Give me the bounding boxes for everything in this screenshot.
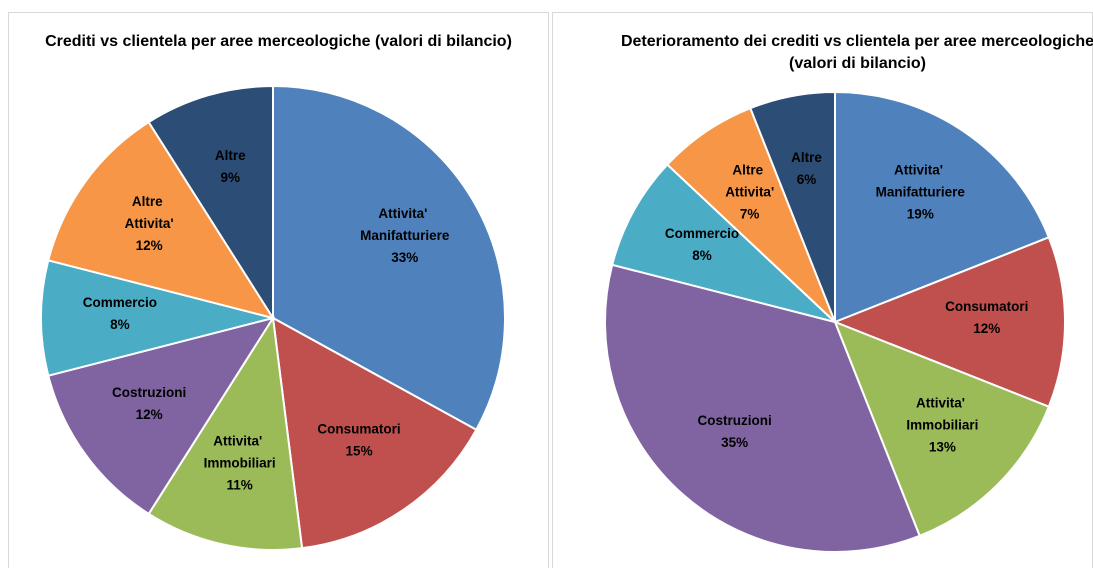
pie-slice <box>271 316 478 550</box>
slice-label: Costruzioni <box>112 385 186 400</box>
slice-label: Consumatori <box>317 422 400 437</box>
slice-value-label: 35% <box>721 435 748 450</box>
slice-label: Altre <box>791 150 822 165</box>
pie-slice <box>833 320 1051 538</box>
slice-value-label: 9% <box>221 170 241 185</box>
pie-slice <box>832 236 1067 408</box>
slice-value-label: 6% <box>797 172 817 187</box>
slice-label-line: Attivita' <box>213 433 266 448</box>
slice-label-line: Manifatturiere <box>876 184 966 199</box>
pie-slice <box>604 263 921 554</box>
slice-value-label: 7% <box>740 206 760 221</box>
pie-slice <box>47 120 276 320</box>
slice-label-line: Attivita' <box>725 184 774 199</box>
slice-label: Attivita' Manifatturiere <box>360 206 450 243</box>
slice-label-line: Attivita' <box>125 216 174 231</box>
pie-slice <box>665 106 836 323</box>
slice-label-line: Altre <box>215 148 246 163</box>
slice-label-line: Immobiliari <box>204 455 276 470</box>
pie-slice <box>47 316 276 516</box>
slice-value-label: 33% <box>391 250 418 265</box>
slice-label-line: Commercio <box>665 226 739 241</box>
chart-title: Deterioramento dei crediti vs clientela … <box>620 33 1093 72</box>
slice-value-label: 11% <box>226 477 252 492</box>
pie-slice <box>147 315 304 551</box>
pie-slice <box>40 259 274 377</box>
slice-label: Attivita' Immobiliari <box>204 433 276 470</box>
slice-label: Altre <box>215 148 246 163</box>
slice-label: Attivita' Immobiliari <box>906 395 978 432</box>
slice-label: Costruzioni <box>697 413 771 428</box>
pie-slice <box>749 90 836 323</box>
pie-slice <box>272 84 506 432</box>
slice-label-line: Consumatori <box>317 422 400 437</box>
slice-label: Altre Attivita' <box>725 162 774 199</box>
slice-label-line: Consumatori <box>945 299 1028 314</box>
slice-label-line: Attivita' <box>378 206 431 221</box>
chart-title: Crediti vs clientela per aree merceologi… <box>45 33 512 50</box>
slice-label-line: Commercio <box>83 295 157 310</box>
pie-slice <box>147 84 274 322</box>
slice-label-line: Attivita' <box>916 395 969 410</box>
slice-label-line: Altre <box>791 150 822 165</box>
slice-label: Commercio <box>83 295 157 310</box>
slice-label: Attivita' Manifatturiere <box>876 162 966 199</box>
slice-value-label: 19% <box>907 206 934 221</box>
slice-value-label: 13% <box>929 439 956 454</box>
slice-label-line: Manifatturiere <box>360 228 450 243</box>
pie-slice <box>834 90 1051 324</box>
slice-value-label: 8% <box>110 317 130 332</box>
slice-label-line: Immobiliari <box>906 417 978 432</box>
slice-label: Consumatori <box>945 299 1028 314</box>
slice-label-line: Costruzioni <box>112 385 186 400</box>
chart-panel: Crediti vs clientela per aree merceologi… <box>8 12 549 568</box>
slice-label-line: Altre <box>132 194 167 209</box>
slice-value-label: 12% <box>136 407 163 422</box>
slice-label: Commercio <box>665 226 739 241</box>
slice-value-label: 8% <box>692 248 712 263</box>
slice-label: Altre Attivita' <box>125 194 174 231</box>
slice-label-line: Altre <box>732 162 767 177</box>
slice-value-label: 12% <box>136 238 163 253</box>
slice-label-line: Attivita' <box>894 162 947 177</box>
slice-label-line: Costruzioni <box>697 413 771 428</box>
pie-slice <box>611 163 836 323</box>
slice-value-label: 15% <box>346 444 373 459</box>
slice-value-label: 12% <box>973 321 1000 336</box>
